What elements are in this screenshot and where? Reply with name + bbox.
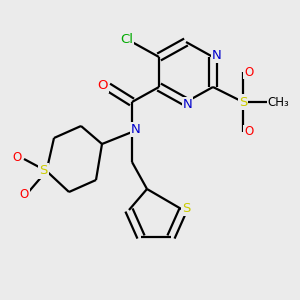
Text: O: O — [244, 65, 253, 79]
Text: S: S — [239, 95, 247, 109]
Text: O: O — [97, 79, 108, 92]
Text: S: S — [39, 164, 48, 178]
Text: Cl: Cl — [120, 33, 133, 46]
Text: S: S — [182, 202, 191, 215]
Text: N: N — [212, 49, 221, 62]
Text: O: O — [20, 188, 28, 202]
Text: N: N — [131, 123, 140, 136]
Text: CH₃: CH₃ — [268, 95, 289, 109]
Text: O: O — [13, 151, 22, 164]
Text: O: O — [244, 125, 253, 139]
Text: N: N — [183, 98, 192, 112]
